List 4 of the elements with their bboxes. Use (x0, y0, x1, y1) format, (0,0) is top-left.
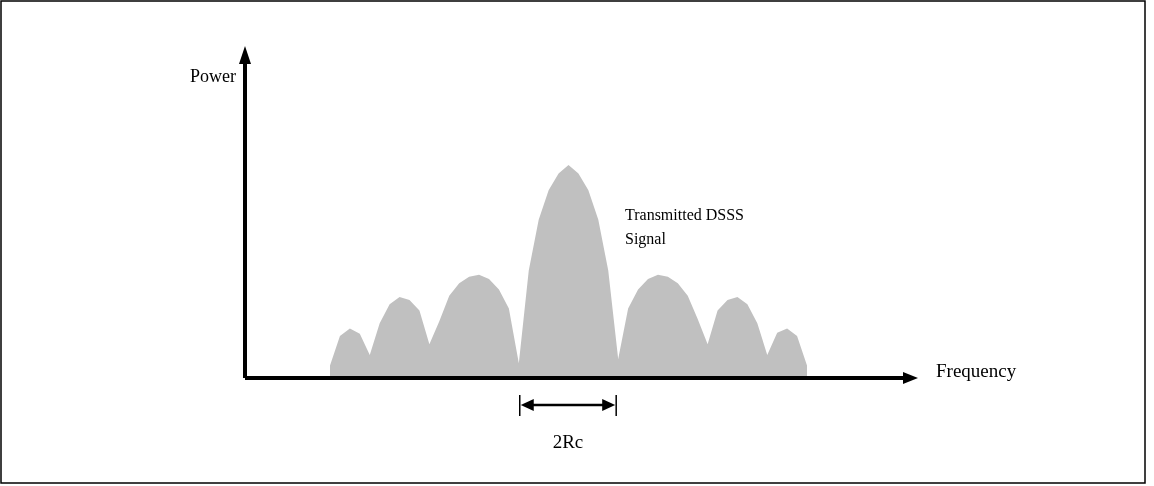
text: Power (190, 66, 236, 86)
text: 2Rc (552, 431, 584, 452)
text: Frequency (936, 360, 1017, 381)
annotation: Transmitted DSSS Signal (625, 206, 744, 248)
